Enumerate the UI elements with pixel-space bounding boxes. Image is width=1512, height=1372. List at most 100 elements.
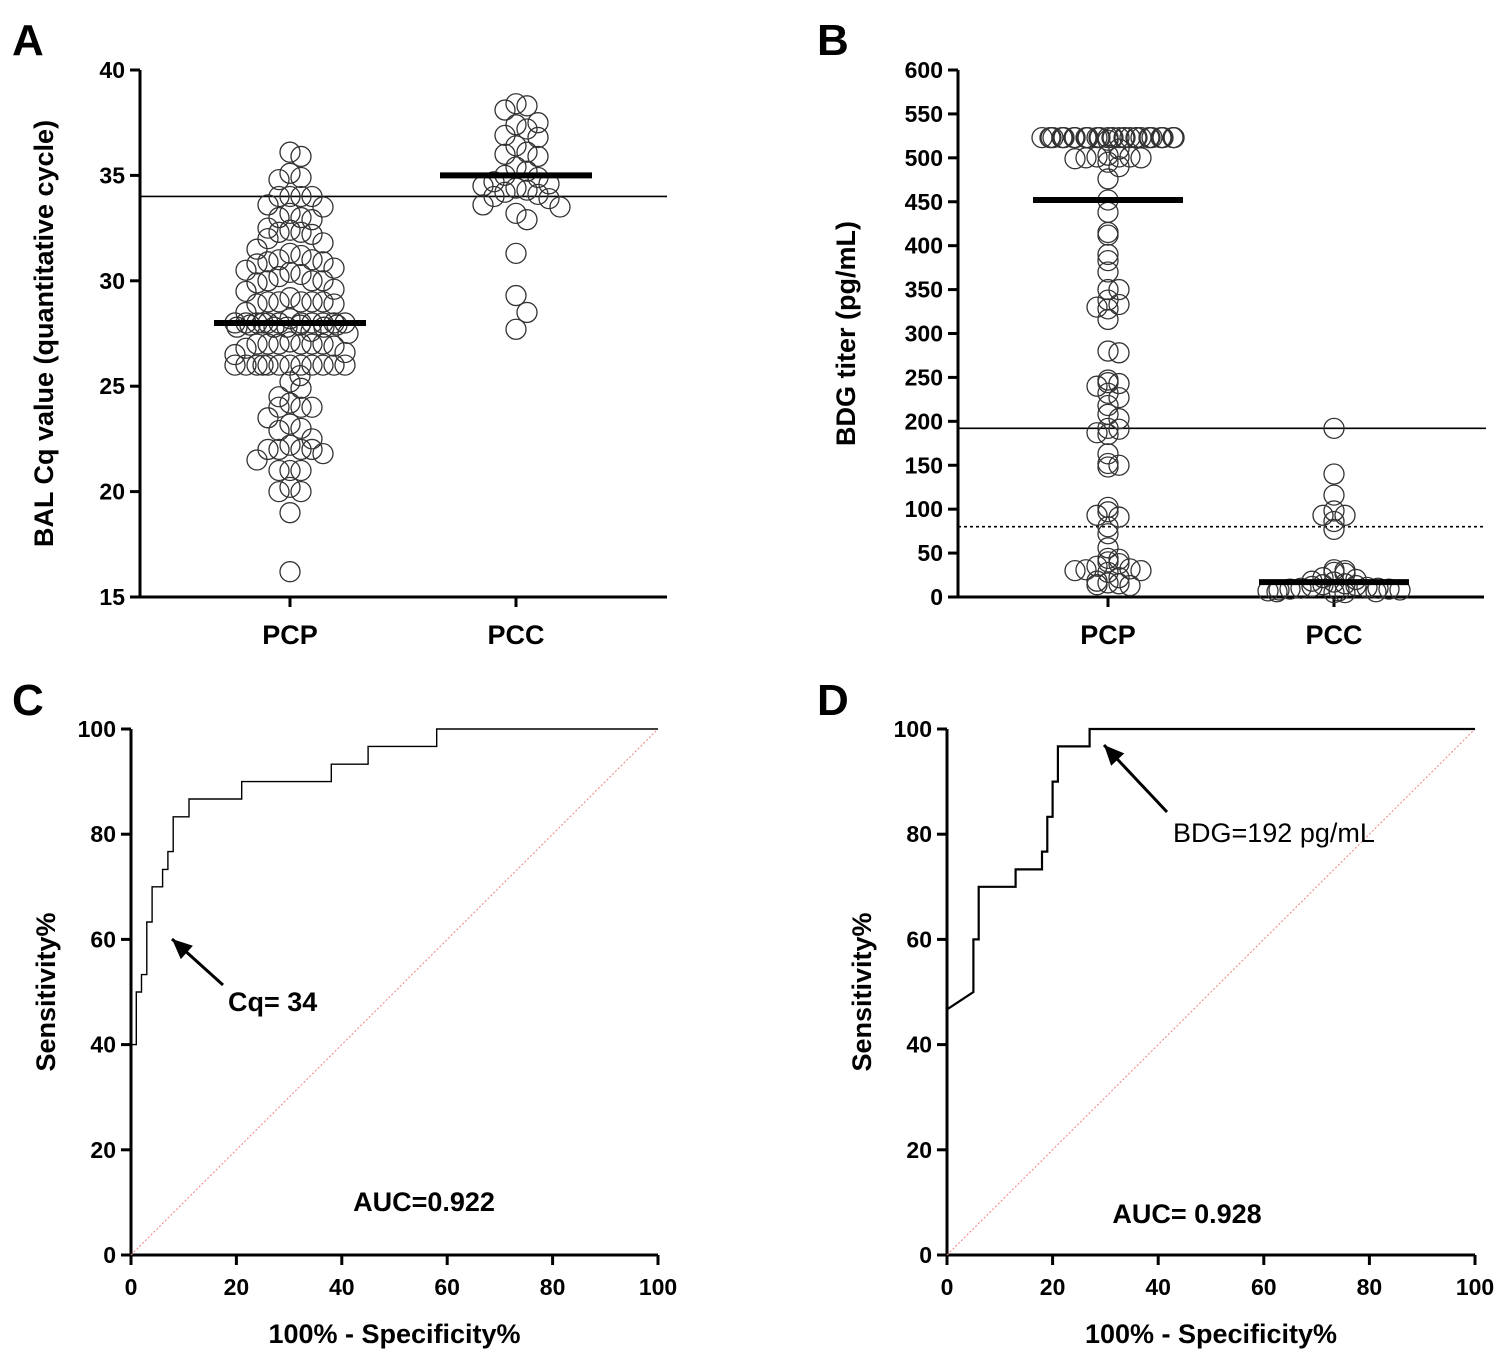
panel-b-point bbox=[1064, 560, 1086, 582]
panel-b-point bbox=[1119, 574, 1141, 597]
panel-a-point bbox=[257, 217, 279, 239]
panel-c-xtick-label: 100 bbox=[639, 1274, 677, 1300]
panel-a-point bbox=[246, 253, 268, 275]
panel-a-point bbox=[246, 333, 268, 355]
panel-c-auc-label: AUC=0.922 bbox=[353, 1187, 495, 1217]
panel-a-point bbox=[323, 335, 345, 357]
panel-b-point bbox=[1097, 423, 1119, 446]
panel-a-point bbox=[483, 185, 505, 208]
panel-a-point bbox=[290, 145, 312, 168]
panel-a-point bbox=[334, 341, 356, 364]
panel-a-point bbox=[505, 318, 527, 340]
panel-b-point bbox=[1097, 340, 1119, 362]
panel-d-annotation-label: BDG=192 pg/mL bbox=[1173, 818, 1375, 848]
panel-a-point bbox=[312, 354, 334, 376]
panel-d-xtick-label: 0 bbox=[941, 1274, 954, 1300]
panel-a-point bbox=[279, 162, 301, 184]
panel-b-point bbox=[1097, 249, 1119, 272]
panel-a-point bbox=[279, 261, 301, 284]
panel-b-point bbox=[1130, 560, 1152, 582]
panel-a-point bbox=[301, 270, 323, 292]
panel-b-point bbox=[1312, 567, 1334, 589]
panel-a-point bbox=[268, 265, 290, 288]
panel-b-point bbox=[1108, 454, 1130, 476]
panel-b-point bbox=[1108, 573, 1130, 595]
panel-b-point bbox=[1150, 126, 1172, 149]
panel-a-point bbox=[334, 354, 356, 376]
panel-a-point bbox=[279, 219, 301, 241]
panel-a-point bbox=[290, 396, 312, 418]
panel-a-point bbox=[257, 354, 279, 376]
panel-d-roc-curve bbox=[946, 727, 1475, 1011]
panel-a-point bbox=[290, 185, 312, 208]
panel-b-point bbox=[1063, 126, 1085, 149]
panel-a-point bbox=[301, 249, 323, 271]
panel-a-point bbox=[494, 143, 516, 165]
panel-a-point bbox=[268, 221, 290, 243]
panel-b-point bbox=[1125, 126, 1147, 149]
panel-a-point bbox=[313, 316, 335, 338]
panel-b-ytick-label: 300 bbox=[905, 321, 943, 347]
panel-a-point bbox=[279, 392, 301, 414]
panel-d-annotation-arrow-head bbox=[1104, 745, 1125, 766]
panel-d-xtick-label: 60 bbox=[1251, 1274, 1277, 1300]
panel-b-point bbox=[1097, 561, 1119, 584]
panel-a-point bbox=[268, 168, 290, 191]
panel-b-point bbox=[1108, 567, 1130, 589]
panel-b-point bbox=[1301, 575, 1323, 598]
panel-a-point bbox=[494, 124, 516, 146]
panel-b-ytick-label: 450 bbox=[905, 189, 943, 215]
panel-a-point bbox=[290, 333, 312, 355]
panel-a-point bbox=[279, 141, 301, 163]
panel-b-point bbox=[1108, 342, 1130, 364]
panel-a-point bbox=[494, 99, 516, 121]
panel-a-point bbox=[337, 322, 359, 345]
panel-a-point bbox=[246, 238, 268, 260]
panel-b-point bbox=[1086, 422, 1108, 444]
panel-a-point bbox=[279, 502, 301, 524]
panel-b-point bbox=[1097, 298, 1119, 320]
panel-b-point bbox=[1086, 296, 1108, 318]
panel-a-category-label: PCP bbox=[262, 620, 318, 650]
panel-b-ytick-label: 150 bbox=[905, 452, 943, 478]
panel-a-point bbox=[290, 263, 312, 286]
panel-d-ytick-label: 80 bbox=[906, 821, 932, 847]
panel-a-point bbox=[279, 459, 301, 482]
panel-a-point bbox=[235, 259, 257, 281]
panel-c-annotation-arrow-head bbox=[172, 939, 193, 960]
panel-a-point bbox=[301, 333, 323, 355]
panel-b-point bbox=[1367, 577, 1389, 599]
panel-b-point bbox=[1097, 394, 1119, 417]
panel-d-xtick-label: 20 bbox=[1040, 1274, 1066, 1300]
panel-a-point bbox=[268, 249, 290, 271]
panel-b-point bbox=[1097, 261, 1119, 283]
panel-a-point bbox=[312, 232, 334, 254]
panel-b-point bbox=[1097, 516, 1119, 538]
panel-b-category-label: PCP bbox=[1080, 620, 1136, 650]
panel-b-point bbox=[1108, 293, 1130, 316]
panel-b-ytick-label: 200 bbox=[905, 408, 943, 434]
panel-a-point bbox=[279, 287, 301, 309]
panel-b-point bbox=[1323, 463, 1345, 485]
panel-c-chart: 0 20 40 60 80 100 0 20 40 60 80 100 Sensitivity% 100%… bbox=[31, 716, 677, 1349]
panel-b-ytick-label: 400 bbox=[905, 233, 943, 259]
panel-b-ytick-label: 100 bbox=[905, 496, 943, 522]
panel-c-ytick-label: 0 bbox=[103, 1242, 116, 1268]
panel-a-point bbox=[257, 407, 279, 429]
panel-b-point bbox=[1323, 417, 1345, 440]
panel-d-label: D bbox=[817, 676, 849, 725]
panel-a-label: A bbox=[12, 16, 44, 65]
panel-a-point bbox=[323, 257, 345, 279]
panel-a-point bbox=[516, 141, 538, 163]
panel-b-point bbox=[1097, 151, 1119, 173]
panel-b-point bbox=[1097, 168, 1119, 190]
panel-b-point bbox=[1108, 155, 1130, 178]
panel-b-point bbox=[1097, 443, 1119, 465]
panel-a-point bbox=[301, 354, 323, 376]
panel-c-xtick-label: 60 bbox=[434, 1274, 460, 1300]
panel-b-point bbox=[1108, 386, 1130, 409]
panel-a-point bbox=[290, 480, 312, 503]
panel-a-point bbox=[505, 284, 527, 307]
panel-c-x-title: 100% - Specificity% bbox=[268, 1319, 520, 1349]
